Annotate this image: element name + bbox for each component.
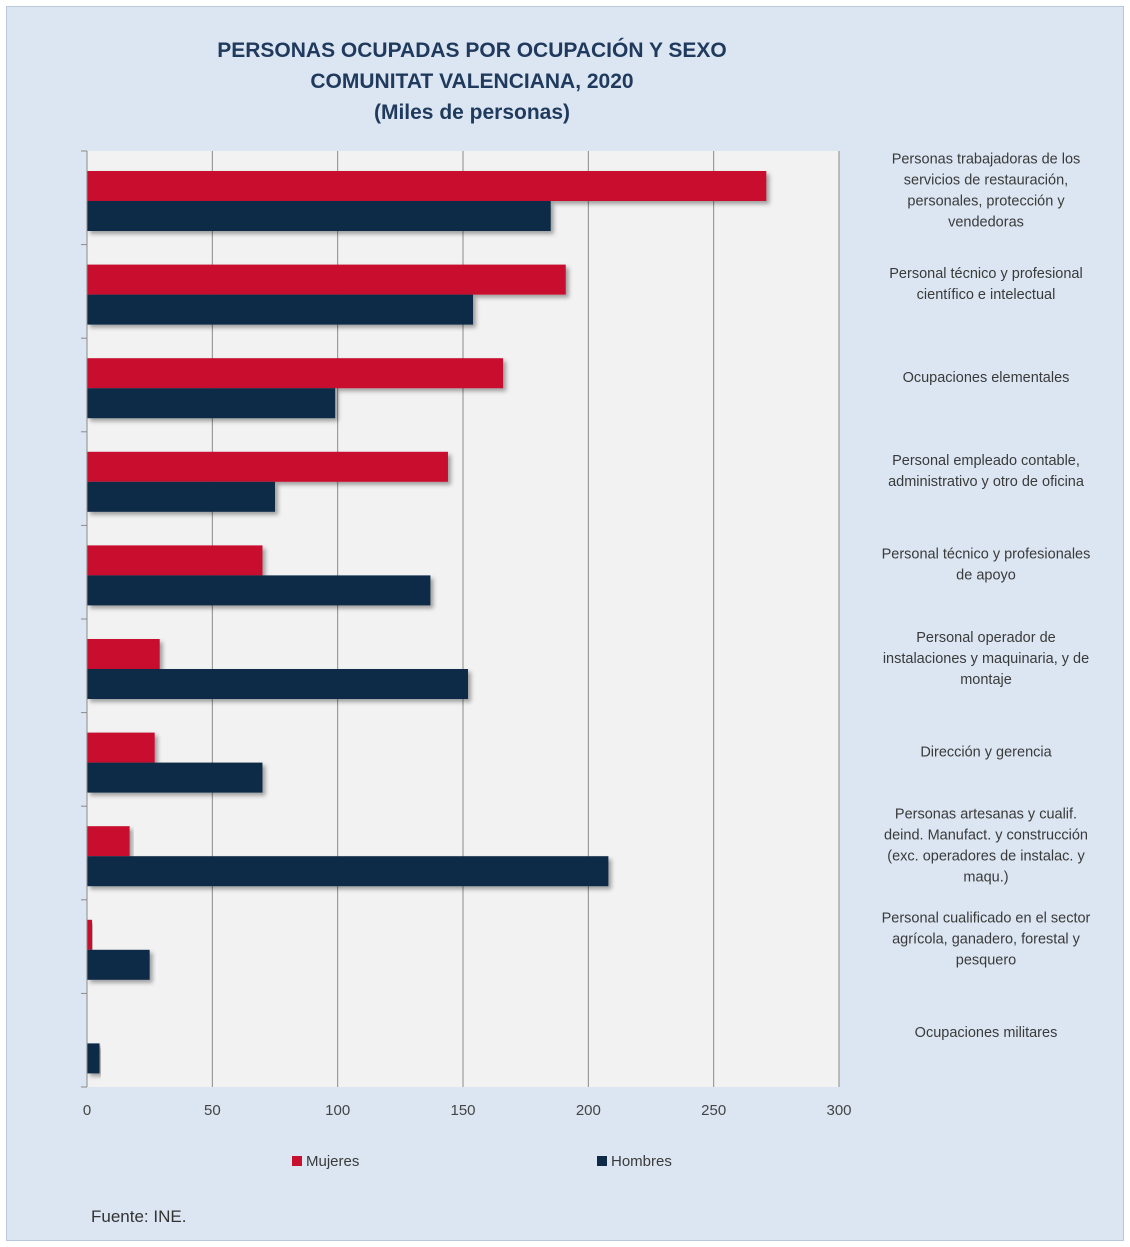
bar-hombres-9 bbox=[87, 1043, 100, 1074]
category-label-line: Ocupaciones militares bbox=[915, 1025, 1058, 1041]
category-label-4: Personal técnico y profesionales de apoyo bbox=[882, 547, 1091, 584]
x-tick-label: 150 bbox=[450, 1102, 475, 1119]
category-label-5: Personal operador de instalaciones y maqu… bbox=[883, 630, 1089, 688]
category-label-line: agrícola, ganadero, forestal y bbox=[892, 932, 1081, 948]
bar-mujeres-0 bbox=[87, 171, 767, 201]
category-label-0: Personas trabajadoras de los servicios de… bbox=[892, 151, 1081, 230]
bar-mujeres-5 bbox=[87, 639, 160, 669]
bar-hombres-7 bbox=[87, 856, 609, 887]
x-tick-label: 0 bbox=[83, 1102, 91, 1119]
category-label-2: Ocupaciones elementales bbox=[903, 370, 1070, 386]
x-tick-label: 300 bbox=[826, 1102, 851, 1119]
axes: 0 50 100 150 200 250 300 bbox=[81, 150, 852, 1119]
x-tick-label: 50 bbox=[204, 1102, 221, 1119]
category-label-line: pesquero bbox=[956, 953, 1016, 969]
chart-title-line-1: PERSONAS OCUPADAS POR OCUPACIÓN Y SEXO bbox=[217, 39, 727, 62]
category-label-line: servicios de restauración, bbox=[904, 172, 1068, 188]
category-label-line: Ocupaciones elementales bbox=[903, 370, 1070, 386]
bar-mujeres-1 bbox=[87, 264, 566, 295]
x-tick-label: 100 bbox=[325, 1102, 350, 1119]
source-note: Fuente: INE. bbox=[91, 1207, 187, 1226]
bar-mujeres-4 bbox=[87, 545, 263, 576]
category-label-line: personales, protección y bbox=[907, 193, 1065, 209]
chart-title: PERSONAS OCUPADAS POR OCUPACIÓN Y SEXO C… bbox=[7, 35, 937, 128]
bars bbox=[87, 171, 767, 1074]
category-label-line: montaje bbox=[960, 672, 1012, 688]
category-label-line: científico e intelectual bbox=[917, 287, 1056, 303]
category-label-9: Ocupaciones militares bbox=[915, 1025, 1058, 1041]
bar-hombres-3 bbox=[87, 481, 275, 512]
category-label-line: Personas artesanas y cualif. bbox=[895, 807, 1077, 823]
bar-hombres-2 bbox=[87, 388, 336, 419]
category-label-line: vendedoras bbox=[948, 214, 1024, 230]
category-label-line: (exc. operadores de instalac. y bbox=[887, 849, 1085, 865]
bar-hombres-0 bbox=[87, 201, 551, 231]
legend: Mujeres Hombres bbox=[292, 1153, 672, 1170]
chart-title-line-3: (Miles de personas) bbox=[373, 101, 571, 124]
category-label-6: Dirección y gerencia bbox=[920, 744, 1052, 760]
x-tick-label: 250 bbox=[701, 1102, 726, 1119]
legend-label-mujeres: Mujeres bbox=[306, 1153, 359, 1170]
legend-swatch-hombres bbox=[597, 1156, 607, 1166]
category-labels: Personas trabajadoras de los servicios de… bbox=[882, 151, 1091, 1041]
bar-mujeres-6 bbox=[87, 732, 155, 763]
category-label-line: maqu.) bbox=[963, 870, 1008, 886]
legend-swatch-mujeres bbox=[292, 1156, 302, 1166]
bar-hombres-1 bbox=[87, 294, 474, 325]
category-label-8: Personal cualificado en el sector agrícol… bbox=[882, 911, 1091, 969]
bar-mujeres-3 bbox=[87, 451, 448, 482]
category-label-line: de apoyo bbox=[956, 568, 1016, 584]
bar-hombres-4 bbox=[87, 575, 431, 606]
category-label-line: Personal empleado contable, bbox=[892, 453, 1080, 469]
category-label-line: Personal operador de bbox=[916, 630, 1055, 646]
bar-mujeres-8 bbox=[87, 919, 93, 950]
chart-title-line-2: COMUNITAT VALENCIANA, 2020 bbox=[310, 70, 634, 93]
bar-hombres-5 bbox=[87, 669, 469, 699]
category-label-line: Personal técnico y profesionales bbox=[882, 547, 1091, 563]
category-label-3: Personal empleado contable, administrativ… bbox=[888, 453, 1085, 490]
x-tick-label: 200 bbox=[576, 1102, 601, 1119]
category-label-line: Personas trabajadoras de los bbox=[892, 151, 1081, 167]
legend-label-hombres: Hombres bbox=[611, 1153, 672, 1170]
bar-hombres-8 bbox=[87, 949, 150, 980]
category-label-7: Personas artesanas y cualif. deind. Manuf… bbox=[884, 807, 1088, 886]
category-label-line: Dirección y gerencia bbox=[920, 744, 1052, 760]
category-label-line: Personal técnico y profesional bbox=[889, 266, 1082, 282]
bar-mujeres-2 bbox=[87, 358, 504, 389]
category-label-line: deind. Manufact. y construcción bbox=[884, 828, 1088, 844]
category-label-line: Personal cualificado en el sector bbox=[882, 911, 1091, 927]
bar-hombres-6 bbox=[87, 762, 263, 793]
bar-mujeres-7 bbox=[87, 826, 130, 857]
category-label-1: Personal técnico y profesional científico… bbox=[889, 266, 1082, 303]
category-label-line: instalaciones y maquinaria, y de bbox=[883, 651, 1089, 667]
category-label-line: administrativo y otro de oficina bbox=[888, 474, 1085, 490]
